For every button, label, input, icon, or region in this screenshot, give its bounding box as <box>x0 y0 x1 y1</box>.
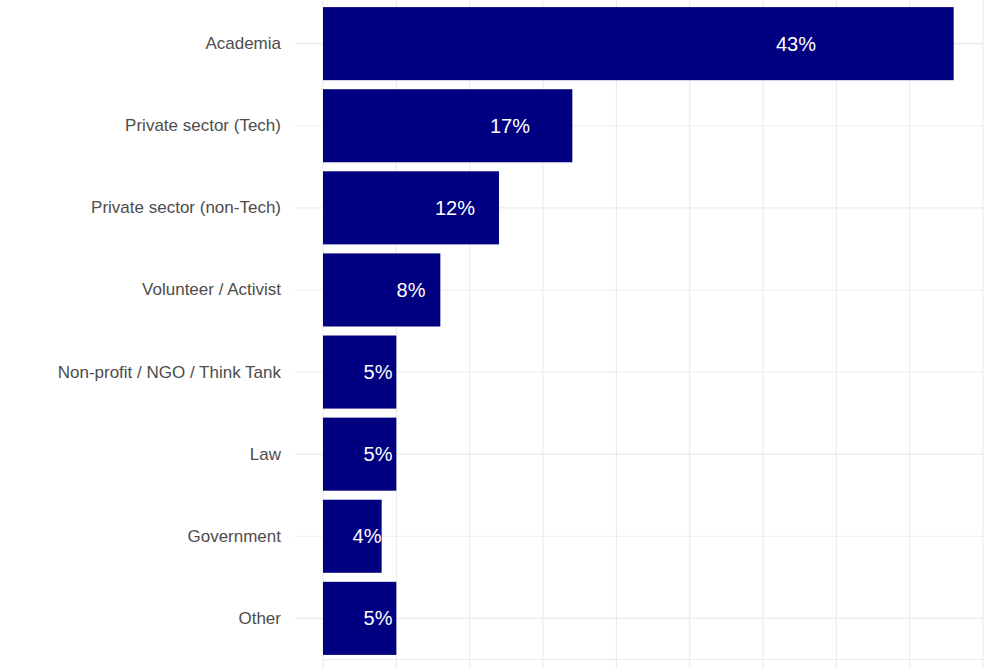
category-label: Non-profit / NGO / Think Tank <box>58 362 282 381</box>
y-tick: Government <box>187 527 323 546</box>
grid-line <box>982 0 983 669</box>
bar <box>323 253 440 326</box>
bar <box>323 582 396 655</box>
y-tick: Volunteer / Activist <box>142 280 323 299</box>
y-axis: Academia Private sector (Tech) Private sec… <box>58 34 323 628</box>
category-grid-line <box>295 372 983 373</box>
grid-line <box>909 0 910 669</box>
data-label: 12% <box>435 197 475 219</box>
y-tick: Academia <box>205 34 323 53</box>
category-label: Private sector (Tech) <box>125 116 281 135</box>
data-label: 4% <box>353 525 382 547</box>
x-axis <box>324 659 984 661</box>
data-label: 5% <box>364 607 393 629</box>
y-tick: Other <box>238 609 323 628</box>
grid-line <box>836 0 837 669</box>
bar <box>323 171 499 244</box>
grid <box>295 0 983 669</box>
bar <box>323 7 954 80</box>
data-labels: 43% 17% 12% 8% 5% 5% 4% 5% <box>353 33 817 630</box>
category-label: Volunteer / Activist <box>142 280 281 299</box>
category-grid-line <box>295 454 983 455</box>
y-tick: Private sector (non-Tech) <box>91 198 323 217</box>
category-grid-line <box>295 536 983 537</box>
bar <box>323 336 396 409</box>
category-label: Law <box>250 445 282 464</box>
y-tick: Non-profit / NGO / Think Tank <box>58 362 323 381</box>
y-tick: Private sector (Tech) <box>125 116 323 135</box>
bar <box>323 418 396 491</box>
category-label: Other <box>238 609 281 628</box>
category-label: Government <box>187 527 281 546</box>
category-label: Private sector (non-Tech) <box>91 198 281 217</box>
bar <box>323 89 572 162</box>
bars <box>323 7 954 655</box>
category-grid-line <box>295 618 983 619</box>
grid-line <box>616 0 617 669</box>
bar <box>323 500 382 573</box>
y-tick: Law <box>250 445 323 464</box>
grid-line <box>689 0 690 669</box>
x-axis-line <box>324 659 984 660</box>
category-label: Academia <box>205 34 281 53</box>
data-label: 17% <box>490 115 530 137</box>
chart: Academia Private sector (Tech) Private sec… <box>0 0 985 669</box>
data-label: 5% <box>364 361 393 383</box>
data-label: 5% <box>364 443 393 465</box>
grid-line <box>762 0 763 669</box>
data-label: 8% <box>397 279 426 301</box>
data-label: 43% <box>776 33 816 55</box>
